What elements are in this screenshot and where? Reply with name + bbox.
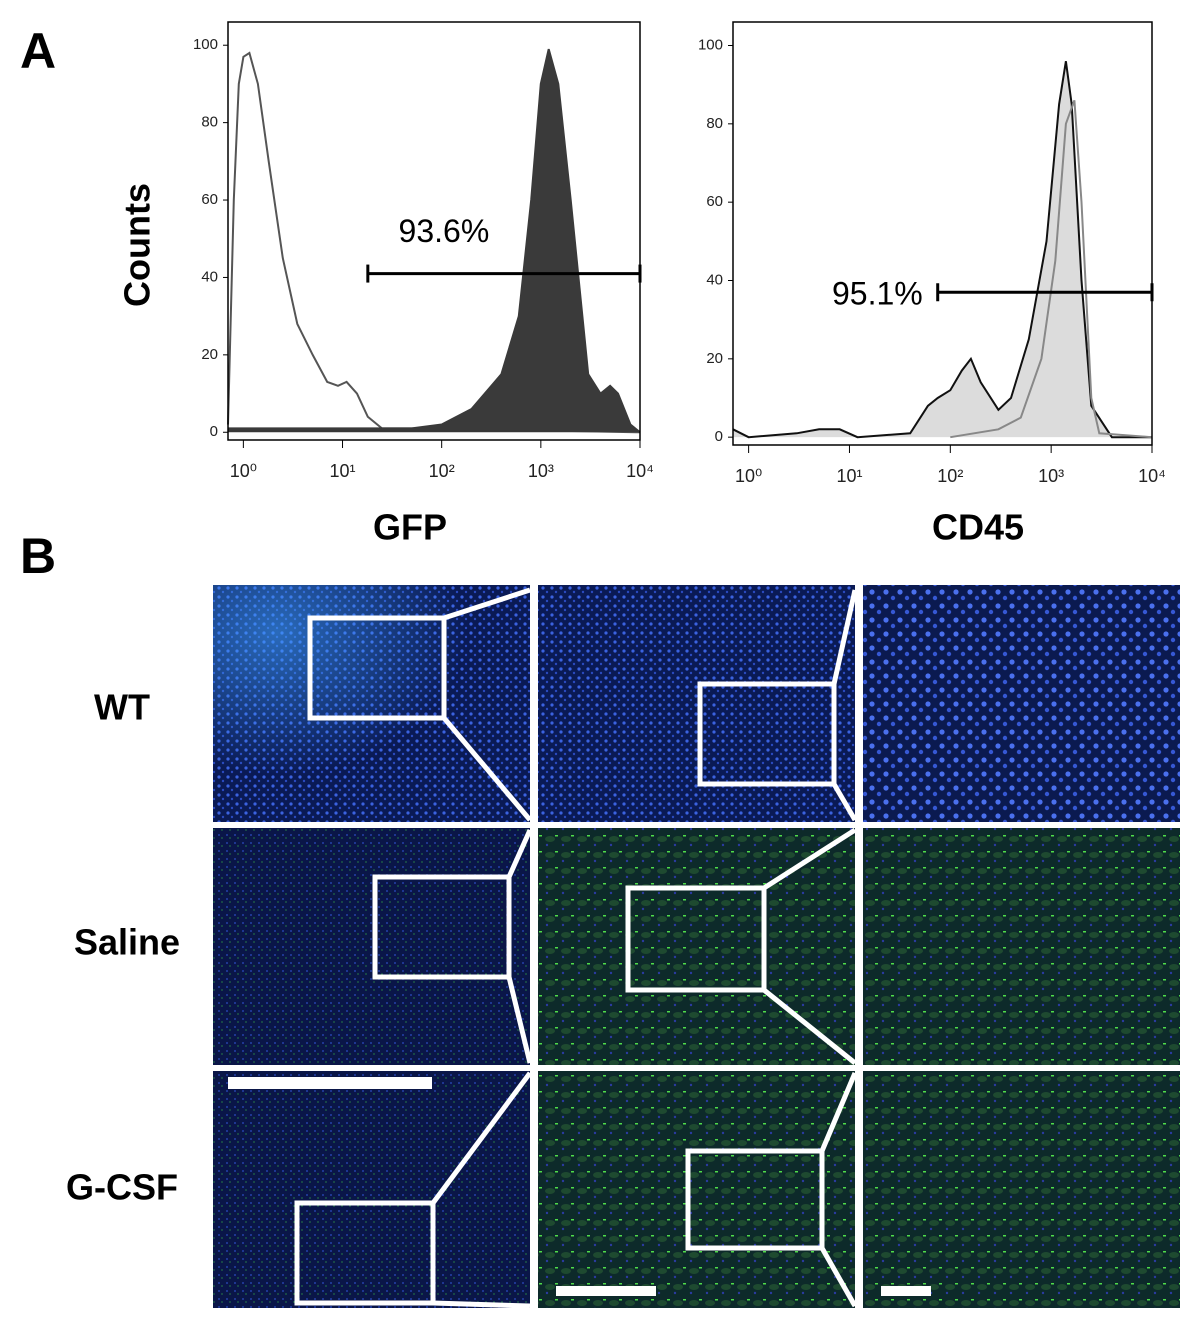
- histogram-line: [228, 48, 641, 434]
- histogram-line: [732, 61, 1152, 439]
- y-tick-label: 40: [201, 268, 218, 285]
- scale-bar: [556, 1286, 656, 1296]
- y-tick-label: 20: [201, 346, 218, 363]
- x-tick-label: 10⁴: [626, 461, 654, 481]
- y-tick-label: 0: [210, 423, 218, 440]
- x-tick-label: 10²: [429, 461, 455, 481]
- y-tick-label: 60: [706, 193, 723, 210]
- x-tick-label: 10⁰: [230, 461, 257, 481]
- zoom-line: [819, 1246, 858, 1308]
- y-tick-label: 80: [706, 115, 723, 132]
- y-tick-label: 60: [201, 191, 218, 208]
- y-tick-label: 100: [193, 36, 218, 53]
- x-tick-label: 10³: [1038, 466, 1064, 486]
- y-tick-label: 80: [201, 114, 218, 131]
- panel-label: A: [20, 23, 56, 79]
- micrograph: [863, 585, 1180, 822]
- area-fill: [228, 49, 640, 433]
- zoom-line: [831, 589, 858, 685]
- x-tick-label: 10¹: [836, 466, 862, 486]
- micrograph: [538, 828, 855, 1065]
- gate-label: 95.1%: [832, 276, 923, 312]
- zoom-line: [443, 587, 531, 621]
- plot-frame: [732, 21, 1153, 446]
- y-axis-label: Counts: [117, 183, 158, 307]
- x-tick-label: 10¹: [330, 461, 356, 481]
- zoom-box: [685, 1148, 825, 1251]
- plot-frame: [227, 21, 641, 441]
- zoom-box: [372, 874, 512, 980]
- zoom-box: [625, 885, 767, 993]
- y-tick-label: 20: [706, 350, 723, 367]
- micrograph: [213, 828, 530, 1065]
- x-tick-label: 10⁰: [735, 466, 762, 486]
- zoom-line: [506, 828, 533, 879]
- x-tick-label: 10²: [937, 466, 963, 486]
- zoom-box: [294, 1200, 436, 1306]
- zoom-line: [432, 1300, 531, 1309]
- micrograph: [538, 1071, 855, 1308]
- scale-bar: [228, 1077, 432, 1089]
- zoom-line: [506, 976, 533, 1064]
- zoom-line: [442, 716, 532, 822]
- zoom-line: [762, 988, 857, 1065]
- row-label: Saline: [74, 922, 180, 963]
- micrograph: [213, 1071, 530, 1308]
- y-tick-label: 100: [698, 36, 723, 53]
- micrograph: [863, 1071, 1180, 1308]
- zoom-line: [819, 1072, 858, 1152]
- micrograph: [863, 828, 1180, 1065]
- x-axis-label: CD45: [932, 507, 1024, 548]
- gate-label: 93.6%: [399, 213, 490, 249]
- micrograph-glow: [213, 585, 530, 822]
- y-tick-label: 0: [715, 428, 723, 445]
- zoom-line: [762, 827, 857, 891]
- histogram-line: [227, 51, 641, 434]
- zoom-box: [697, 681, 837, 787]
- x-tick-label: 10⁴: [1138, 466, 1166, 486]
- scale-bar: [881, 1286, 931, 1296]
- histogram-line: [950, 99, 1153, 439]
- zoom-line: [831, 782, 858, 822]
- row-label: WT: [94, 687, 150, 728]
- panel-label: B: [20, 528, 56, 584]
- zoom-box: [307, 615, 447, 721]
- area-fill: [733, 61, 1152, 438]
- micrograph-grid: [213, 585, 1180, 1309]
- x-tick-label: 10³: [528, 461, 554, 481]
- row-label: G-CSF: [66, 1167, 178, 1208]
- zoom-line: [430, 1071, 533, 1205]
- y-tick-label: 40: [706, 271, 723, 288]
- x-axis-label: GFP: [373, 507, 447, 548]
